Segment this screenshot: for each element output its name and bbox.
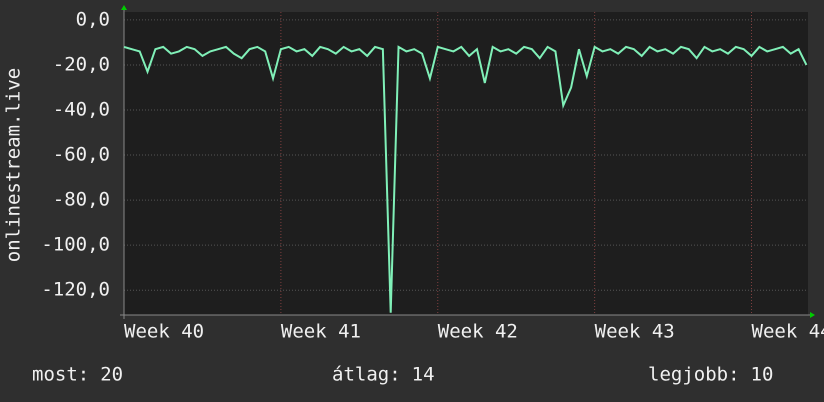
x-tick-label: Week 44: [752, 321, 824, 343]
y-tick-label: -100,0: [41, 234, 110, 256]
y-axis-label: onlinestream.live: [3, 68, 25, 262]
footer-label: legjobb:: [648, 364, 740, 386]
x-tick-label: Week 41: [281, 321, 361, 343]
axis-arrow: [121, 5, 127, 10]
x-tick-label: Week 42: [438, 321, 518, 343]
y-tick-label: -80,0: [53, 189, 110, 211]
y-tick-label: -20,0: [53, 53, 110, 75]
y-tick-label: -60,0: [53, 144, 110, 166]
plot-area: [124, 12, 808, 315]
y-tick-label: 0,0: [76, 8, 110, 30]
x-tick-label: Week 43: [595, 321, 675, 343]
axis-arrow: [810, 312, 815, 318]
y-tick-label: -40,0: [53, 98, 110, 120]
footer-value: 14: [412, 364, 435, 386]
data-line: [123, 45, 808, 313]
x-tick-label: Week 40: [124, 321, 204, 343]
footer-value: 20: [100, 364, 123, 386]
footer-label: átlag:: [332, 364, 401, 386]
footer-label: most:: [32, 364, 89, 386]
footer-value: 10: [751, 364, 774, 386]
y-tick-label: -120,0: [41, 279, 110, 301]
